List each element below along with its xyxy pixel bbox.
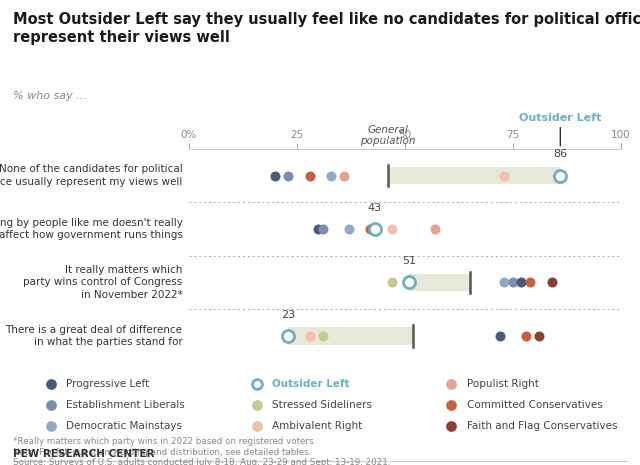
Point (270, 172, 280, 179)
Text: Most Outsider Left say they usually feel like no candidates for political office: Most Outsider Left say they usually feel… (13, 12, 640, 45)
Point (283, 332, 293, 339)
Point (495, 332, 505, 339)
Point (387, 226, 397, 233)
Text: There is a great deal of difference
in what the parties stand for: There is a great deal of difference in w… (5, 325, 182, 347)
Text: Note: For full question wording and distribution, see detailed tables.: Note: For full question wording and dist… (13, 448, 311, 457)
Point (339, 172, 349, 179)
Text: General
population: General population (360, 125, 415, 146)
Text: Populist Right: Populist Right (467, 379, 538, 389)
Point (317, 226, 328, 233)
Point (547, 279, 557, 286)
Point (499, 279, 509, 286)
Point (556, 172, 566, 179)
Point (534, 332, 544, 339)
Text: Democratic Mainstays: Democratic Mainstays (66, 421, 182, 432)
Point (283, 172, 293, 179)
Text: It really matters which
party wins control of Congress
in November 2022*: It really matters which party wins contr… (23, 265, 182, 300)
Text: None of the candidates for political
office usually represent my views well: None of the candidates for political off… (0, 164, 182, 187)
Text: Ambivalent Right: Ambivalent Right (272, 421, 362, 432)
Point (446, 380, 456, 388)
Text: Outsider Left: Outsider Left (519, 113, 602, 123)
Point (326, 172, 337, 179)
Point (252, 423, 262, 430)
Point (252, 401, 262, 409)
Point (446, 423, 456, 430)
Text: 51: 51 (402, 256, 416, 266)
Point (45, 401, 56, 409)
Point (252, 380, 262, 388)
Point (317, 332, 328, 339)
Text: Faith and Flag Conservatives: Faith and Flag Conservatives (467, 421, 617, 432)
Text: Source: Surveys of U.S. adults conducted July 8-18, Aug. 23-29 and Sept. 13-19, : Source: Surveys of U.S. adults conducted… (13, 458, 390, 465)
Text: Outsider Left: Outsider Left (272, 379, 350, 389)
Point (499, 172, 509, 179)
Point (387, 279, 397, 286)
Point (305, 332, 315, 339)
Point (344, 226, 354, 233)
Point (305, 172, 315, 179)
Text: Voting by people like me doesn't really
affect how government runs things: Voting by people like me doesn't really … (0, 218, 182, 240)
Point (508, 279, 518, 286)
Point (314, 226, 323, 233)
Point (45, 380, 56, 388)
Text: Stressed Sideliners: Stressed Sideliners (272, 400, 372, 410)
Point (365, 226, 375, 233)
Point (521, 332, 531, 339)
Text: *Really matters which party wins in 2022 based on registered voters.: *Really matters which party wins in 2022… (13, 437, 316, 446)
Text: % who say ...: % who say ... (13, 91, 86, 101)
Text: 43: 43 (367, 203, 381, 213)
Point (45, 423, 56, 430)
Text: PEW RESEARCH CENTER: PEW RESEARCH CENTER (13, 449, 154, 459)
Bar (388, 167, 561, 184)
Bar (288, 327, 413, 345)
Point (516, 279, 527, 286)
Point (369, 226, 380, 233)
Point (430, 226, 440, 233)
Point (446, 401, 456, 409)
Bar (409, 274, 470, 291)
Text: Progressive Left: Progressive Left (66, 379, 149, 389)
Point (404, 279, 414, 286)
Text: Committed Conservatives: Committed Conservatives (467, 400, 602, 410)
Text: Establishment Liberals: Establishment Liberals (66, 400, 185, 410)
Text: 86: 86 (553, 149, 568, 159)
Point (525, 279, 535, 286)
Text: 23: 23 (281, 310, 295, 320)
